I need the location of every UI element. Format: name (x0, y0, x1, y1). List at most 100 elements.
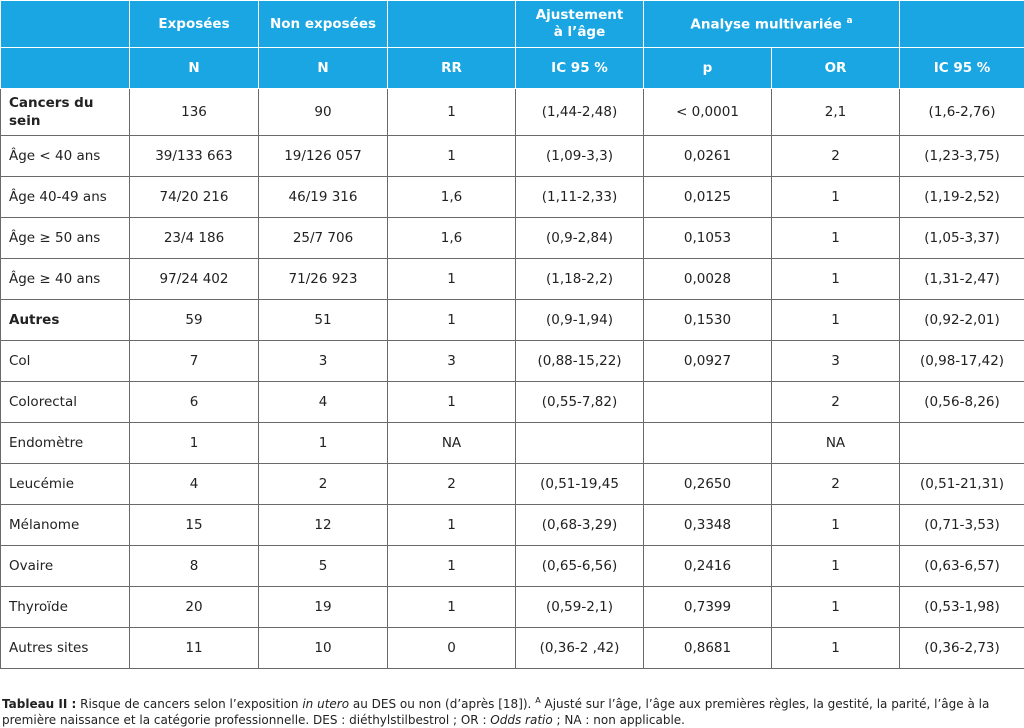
table-cell: 51 (258, 299, 388, 341)
table-cell: 1 (770, 586, 901, 628)
row-label: Cancers du sein (0, 88, 130, 136)
table-cell: 0,3348 (643, 504, 772, 546)
table-cell: 2 (770, 463, 901, 505)
table-cell: 2,1 (770, 88, 901, 136)
table-cell: 10 (258, 627, 388, 669)
table-cell: 7 (129, 340, 259, 382)
table-cell: 12 (258, 504, 388, 546)
data-table: Exposées Non exposées Ajustement à l’âge… (0, 0, 1024, 669)
table-cell: 1 (770, 176, 901, 218)
caption-label: Tableau II : (2, 697, 77, 711)
table-cell: 1,6 (387, 217, 516, 259)
table-cell: 1 (770, 299, 901, 341)
table-cell: (0,88-15,22) (515, 340, 644, 382)
table-cell: (1,31-2,47) (899, 258, 1024, 300)
table-cell: 1 (387, 135, 516, 177)
table-cell: 2 (770, 135, 901, 177)
table-cell: 0,1053 (643, 217, 772, 259)
table-cell: 3 (387, 340, 516, 382)
table-cell: 2 (258, 463, 388, 505)
table-cell: (1,18-2,2) (515, 258, 644, 300)
table-cell: 0,1530 (643, 299, 772, 341)
table-row: Thyroïde 20 19 1 (0,59-2,1) 0,7399 1 (0,53-1,98… (0, 586, 1024, 628)
table-cell: 19/126 057 (258, 135, 388, 177)
table-cell: (1,11-2,33) (515, 176, 644, 218)
caption-italic: in utero (302, 697, 350, 711)
table-cell: 1 (387, 586, 516, 628)
row-label: Âge 40-49 ans (0, 176, 130, 218)
header-multivariate-label: Analyse multivariée (690, 16, 842, 33)
row-label: Endomètre (0, 422, 130, 464)
table-cell: 0,0125 (643, 176, 772, 218)
caption-superscript: A (535, 696, 541, 705)
header-superscript: a (846, 15, 853, 26)
header-age-adjustment: Ajustement à l’âge (515, 0, 644, 48)
table-cell: (1,44-2,48) (515, 88, 644, 136)
table-body: Cancers du sein 136 90 1 (1,44-2,48) < 0,0001… (0, 88, 1024, 669)
table-cell: 1 (387, 88, 516, 136)
header-subcell: IC 95 % (515, 47, 644, 89)
table-cell: 0,0261 (643, 135, 772, 177)
row-label: Autres (0, 299, 130, 341)
row-label: Âge ≥ 40 ans (0, 258, 130, 300)
table-cell: 1 (258, 422, 388, 464)
table-cell: 3 (258, 340, 388, 382)
table-cell: 1 (387, 504, 516, 546)
table-cell: 3 (770, 340, 901, 382)
table-cell: (0,92-2,01) (899, 299, 1024, 341)
table-cell: 11 (129, 627, 259, 669)
table-row: Col 7 3 3 (0,88-15,22) 0,0927 3 (0,98-17,42) (0, 340, 1024, 382)
table-row: Âge < 40 ans 39/133 663 19/126 057 1 (1,09-3… (0, 135, 1024, 177)
row-label: Âge < 40 ans (0, 135, 130, 177)
header-row-2: N N RR IC 95 % p OR IC 95 % (0, 47, 1024, 89)
table-cell: 1 (387, 258, 516, 300)
table-cell (515, 422, 644, 464)
row-label: Ovaire (0, 545, 130, 587)
table-cell: (1,09-3,3) (515, 135, 644, 177)
table-cell: 1 (387, 381, 516, 423)
header-exposed: Exposées (129, 0, 259, 48)
header-non-exposed: Non exposées (258, 0, 388, 48)
table-cell: 5 (258, 545, 388, 587)
table-cell: (0,65-6,56) (515, 545, 644, 587)
table-cell: 1 (770, 545, 901, 587)
row-label: Colorectal (0, 381, 130, 423)
table-row: Ovaire 8 5 1 (0,65-6,56) 0,2416 1 (0,63-6,57) (0, 545, 1024, 587)
table-cell (643, 422, 772, 464)
table-cell: 23/4 186 (129, 217, 259, 259)
table-cell: < 0,0001 (643, 88, 772, 136)
header-subcell: N (258, 47, 388, 89)
table-cell: 1 (129, 422, 259, 464)
table-cell: 2 (387, 463, 516, 505)
table-cell: 1,6 (387, 176, 516, 218)
caption-text: au DES ou non (d’après [18]). (349, 697, 536, 711)
caption-text: Risque de cancers selon l’exposition (76, 697, 303, 711)
table-cell: 0,2650 (643, 463, 772, 505)
table-cell: 4 (129, 463, 259, 505)
table-cell: 1 (387, 299, 516, 341)
table-cell: (0,71-3,53) (899, 504, 1024, 546)
row-label: Thyroïde (0, 586, 130, 628)
table-cell: (0,51-21,31) (899, 463, 1024, 505)
table-cell: 0,7399 (643, 586, 772, 628)
table-cell: (1,05-3,37) (899, 217, 1024, 259)
table-cell: 1 (770, 258, 901, 300)
row-label: Âge ≥ 50 ans (0, 217, 130, 259)
table-cell: 4 (258, 381, 388, 423)
table-cell: NA (387, 422, 516, 464)
table-cell: (0,59-2,1) (515, 586, 644, 628)
table-caption: Tableau II : Risque de cancers selon l’e… (2, 696, 1022, 728)
table-cell: 1 (770, 217, 901, 259)
table-row: Endomètre 1 1 NA NA (0, 422, 1024, 464)
table-cell: 46/19 316 (258, 176, 388, 218)
table-row: Leucémie 4 2 2 (0,51-19,45 0,2650 2 (0,51-21,31… (0, 463, 1024, 505)
table-cell: 136 (129, 88, 259, 136)
table-cell (643, 381, 772, 423)
table-cell: (0,36-2 ,42) (515, 627, 644, 669)
table-cell: 1 (387, 545, 516, 587)
header-row-1: Exposées Non exposées Ajustement à l’âge… (0, 0, 1024, 48)
row-label: Mélanome (0, 504, 130, 546)
header-multivariate: Analyse multivariée a (642, 0, 901, 48)
table-row: Autres sites 11 10 0 (0,36-2 ,42) 0,8681 1 (0,3… (0, 627, 1024, 669)
table-cell: (0,9-2,84) (515, 217, 644, 259)
